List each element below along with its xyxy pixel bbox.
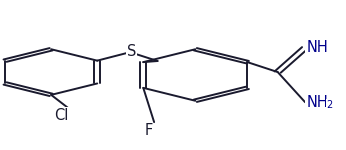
Text: Cl: Cl [54, 108, 69, 123]
Text: S: S [127, 44, 137, 59]
Text: F: F [145, 123, 153, 138]
Text: 2: 2 [326, 100, 333, 110]
Text: NH: NH [306, 40, 328, 55]
Text: NH: NH [306, 95, 328, 110]
